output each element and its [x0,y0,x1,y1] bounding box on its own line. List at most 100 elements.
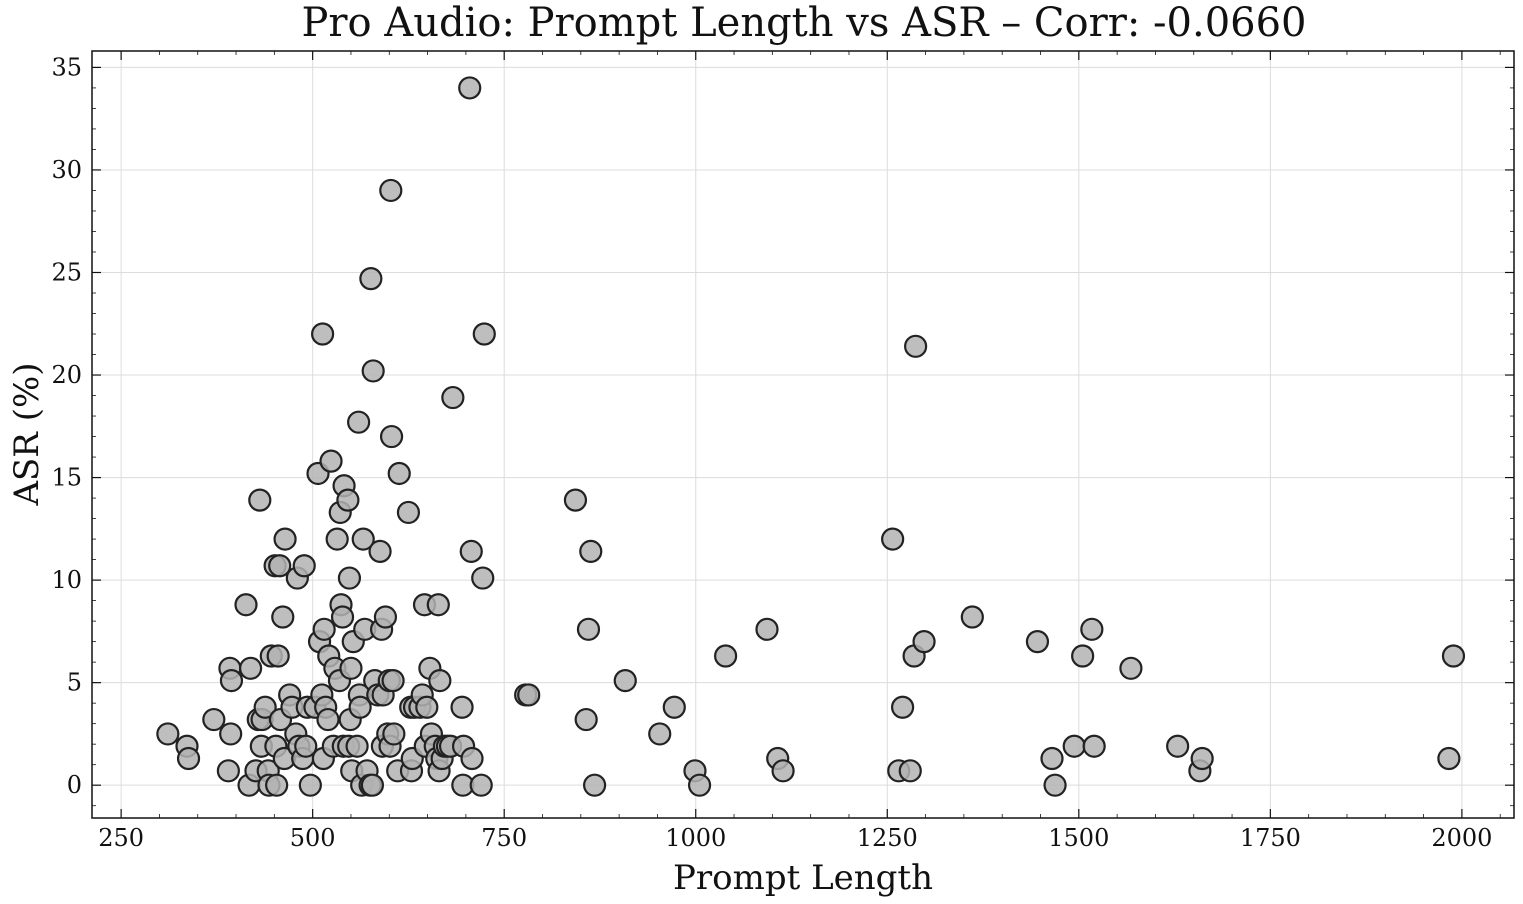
data-point [1040,746,1064,771]
data-point [298,773,322,797]
data-point [387,461,411,486]
data-point [563,488,588,512]
x-tick-label: 1000 [665,824,726,852]
x-tick-label: 2000 [1431,824,1492,852]
y-tick-label: 5 [67,669,82,697]
data-point [368,539,392,563]
x-tick-label: 250 [98,824,144,852]
data-point [1441,644,1466,668]
data-point [360,773,385,797]
data-point [1166,734,1190,758]
x-tick-label: 1500 [1048,824,1109,852]
data-point [441,385,465,410]
data-point [253,695,277,719]
y-tick-label: 15 [51,464,82,492]
data-point [469,773,493,797]
x-axis-label: Prompt Length [673,858,933,898]
y-tick-label: 35 [51,53,82,81]
data-point [339,656,363,680]
data-point [348,695,372,719]
x-tick-label: 500 [290,824,336,852]
x-tick-label: 750 [481,824,527,852]
data-point [361,359,385,383]
data-point [266,644,290,668]
data-point [336,488,360,512]
data-point [583,773,607,797]
data-point [579,539,603,563]
data-point [234,593,258,617]
data-point [450,695,474,719]
data-point [396,500,421,525]
data-point [459,539,483,563]
data-point [1080,617,1104,641]
data-point [219,668,244,693]
data-point [881,527,905,551]
data-point [312,617,336,641]
data-point [574,707,598,732]
data-point [1062,734,1086,758]
x-tick-labels: 250 500 750 1000 1250 1500 1750 2000 [98,824,1492,852]
data-point [381,668,405,693]
data-point [472,322,496,346]
data-point [345,734,369,758]
data-point [248,488,272,512]
data-point [1190,746,1214,771]
data-point [1043,773,1067,797]
y-tick-label: 30 [51,156,82,184]
data-point [265,773,289,797]
data-point [517,683,541,707]
data-point [216,759,240,783]
data-point [379,424,404,449]
data-point [714,644,738,668]
data-point [1025,630,1050,654]
data-point [382,722,406,746]
data-point [1437,746,1461,771]
data-point [428,668,452,693]
data-point [219,722,243,746]
data-point [904,334,928,358]
chart-title: Pro Audio: Prompt Length vs ASR – Corr: … [301,0,1306,46]
y-tick-label: 10 [51,566,82,594]
grid [92,51,1514,818]
x-tick-label: 1750 [1240,824,1301,852]
y-tick-label: 25 [51,258,82,286]
data-point [960,605,984,629]
data-point [648,722,672,746]
data-point [347,410,371,434]
data-point [337,566,362,590]
data-point [458,76,482,100]
data-point [311,322,335,346]
data-point [662,695,686,719]
data-point [576,617,601,641]
data-point [755,617,779,641]
y-tick-labels: 0 5 10 15 20 25 30 35 [51,53,82,799]
y-axis-label: ASR (%) [7,362,47,506]
data-point [912,630,936,654]
data-point [351,527,375,551]
plot-frame [91,50,1515,819]
data-points [156,76,1466,797]
data-point [898,759,922,783]
data-point [771,759,795,783]
axis-ticks [92,51,1514,818]
data-point [202,707,226,732]
data-point [319,449,343,473]
data-point [460,746,484,771]
data-point [1071,644,1095,668]
data-point [316,707,340,732]
y-tick-label: 20 [51,361,82,389]
y-tick-label: 0 [67,771,82,799]
data-point [156,722,180,746]
data-point [891,695,915,719]
data-point [268,554,292,578]
data-point [238,656,263,680]
data-point [359,267,383,291]
data-point [471,566,495,590]
data-point [294,734,318,758]
data-point [1119,656,1143,680]
data-point [176,746,201,771]
data-point [415,695,439,719]
data-point [325,527,349,551]
data-point [292,554,316,578]
